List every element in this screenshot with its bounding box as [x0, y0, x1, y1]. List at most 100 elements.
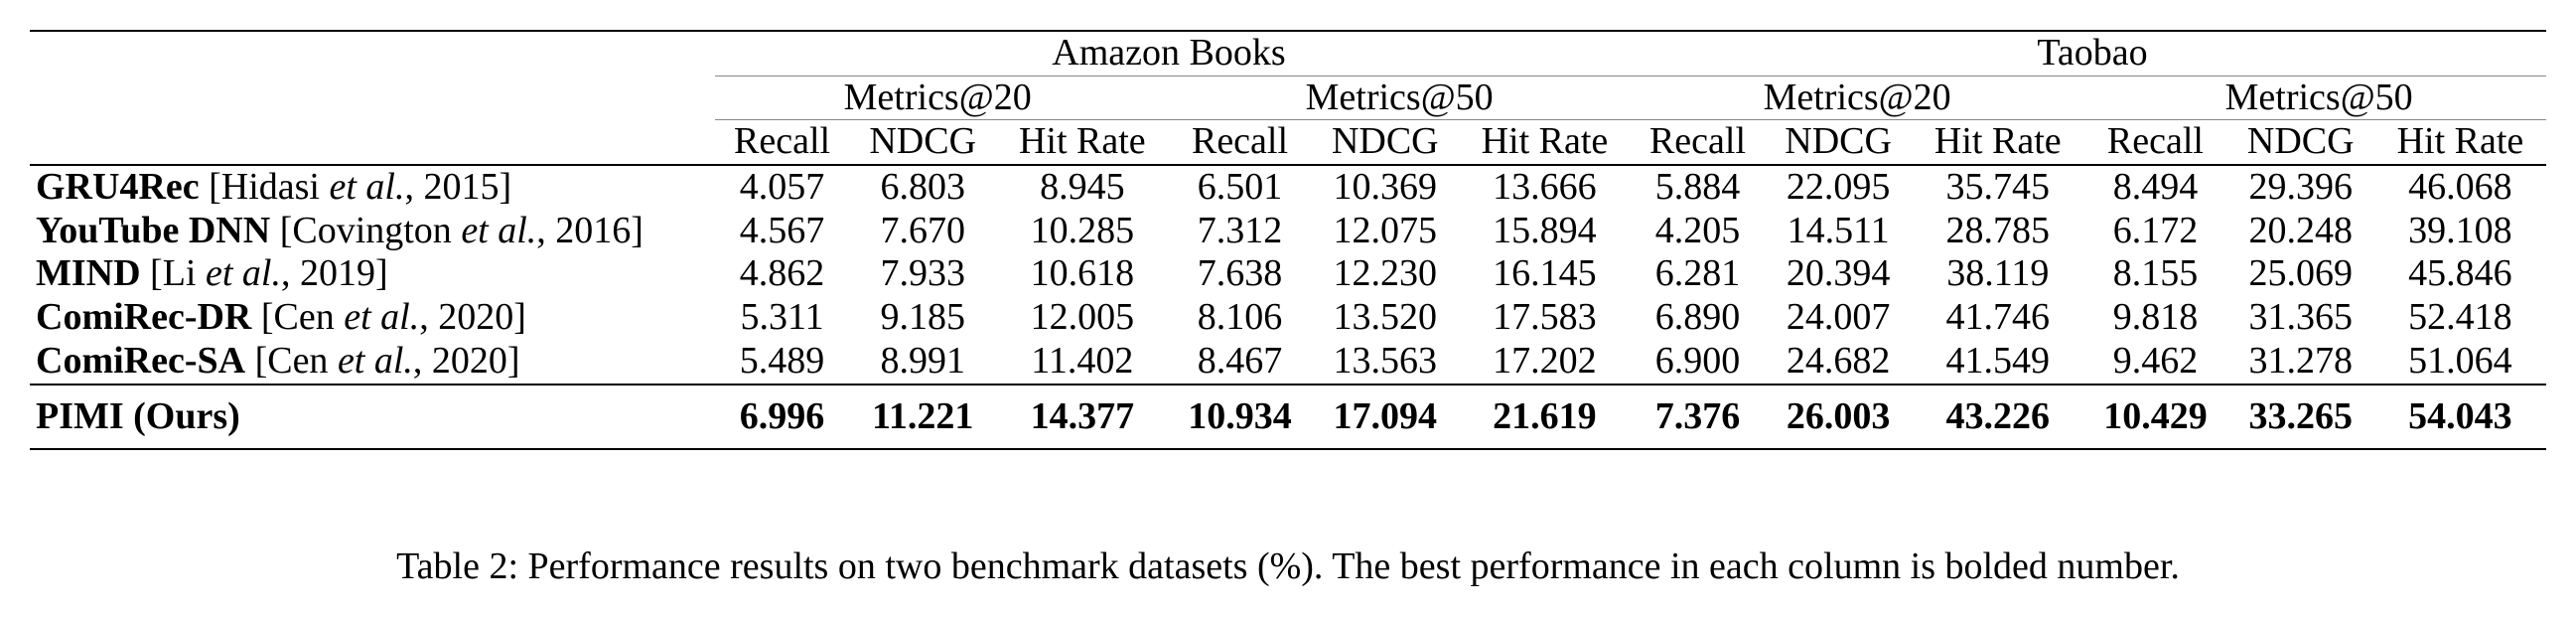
table-cell: 31.278	[2248, 339, 2353, 382]
metric-header-row: Recall NDCG Hit Rate Recall NDCG Hit Rat…	[30, 119, 2546, 167]
dataset-header-amazon: Amazon Books	[715, 31, 1631, 77]
table-cell: 22.095	[1786, 166, 1891, 209]
metric-header: Recall	[2083, 119, 2227, 167]
table-row: ComiRec-SA [Cen et al., 2020] 5.489 8.991 1…	[30, 340, 2546, 385]
table-row: GRU4Rec [Hidasi et al., 2015] 4.057 6.803 8…	[30, 165, 2546, 210]
metric-group-header: Metrics@50	[2083, 76, 2546, 121]
metric-group-header: Metrics@50	[1168, 76, 1631, 121]
table-cell: 52.418	[2408, 296, 2512, 339]
table-cell: 10.369	[1333, 166, 1438, 209]
table-cell: 43.226	[1912, 383, 2084, 450]
dataset-header-taobao: Taobao	[1630, 31, 2546, 77]
table-cell: 6.281	[1654, 252, 1741, 295]
metric-header: Recall	[1168, 119, 1312, 167]
metric-header: Hit Rate	[2373, 119, 2546, 167]
table-cell: 6.803	[880, 166, 965, 209]
table-cell: 9.462	[2112, 339, 2199, 382]
table-cell: 12.075	[1333, 209, 1438, 251]
metric-header: Hit Rate	[1458, 119, 1631, 167]
table-cell: 20.248	[2248, 209, 2353, 251]
citation-prefix: [Cen	[254, 339, 338, 382]
table-cell: 8.991	[880, 339, 965, 382]
table-cell: 14.511	[1787, 209, 1890, 251]
table-cell: 26.003	[1765, 383, 1913, 450]
empty-header-cell	[30, 119, 715, 167]
method-label: MIND	[36, 252, 141, 295]
result-rows: GRU4Rec [Hidasi et al., 2015] 4.057 6.803 8…	[30, 165, 2546, 384]
table-cell: 8.467	[1197, 339, 1283, 382]
metric-header: NDCG	[849, 119, 997, 167]
citation-prefix: [Hidasi	[209, 166, 330, 209]
method-name: YouTube DNN [Covington et al., 2016]	[30, 210, 715, 253]
metric-group-header: Metrics@20	[1630, 76, 2084, 121]
table-cell: 7.638	[1197, 252, 1283, 295]
citation-etal: et al.	[329, 166, 405, 209]
table-cell: 9.185	[880, 296, 965, 339]
method-label: YouTube DNN	[36, 209, 271, 251]
table-cell: 45.846	[2408, 252, 2512, 295]
citation-suffix: , 2016]	[536, 209, 644, 251]
table-cell: 41.746	[1945, 296, 2051, 339]
table-row: MIND [Li et al., 2019] 4.862 7.933 10.618 7.…	[30, 252, 2546, 296]
table-cell: 14.377	[996, 383, 1169, 450]
table-cell: 31.365	[2248, 296, 2353, 339]
table-row: ComiRec-DR [Cen et al., 2020] 5.311 9.185 1…	[30, 296, 2546, 340]
table-caption: Table 2: Performance results on two benc…	[396, 545, 2180, 587]
method-name: PIMI (Ours)	[30, 383, 715, 450]
table-cell: 7.933	[880, 252, 965, 295]
table-cell: 24.007	[1786, 296, 1891, 339]
table-cell: 4.862	[739, 252, 825, 295]
method-label: ComiRec-SA	[36, 339, 246, 382]
method-label: ComiRec-DR	[36, 296, 252, 339]
table-cell: 29.396	[2248, 166, 2353, 209]
table-cell: 4.567	[739, 209, 825, 251]
method-name: ComiRec-DR [Cen et al., 2020]	[30, 296, 715, 340]
table-cell: 8.945	[1040, 166, 1125, 209]
metric-header: NDCG	[2226, 119, 2374, 167]
table-cell: 13.563	[1333, 339, 1438, 382]
method-name: GRU4Rec [Hidasi et al., 2015]	[30, 165, 715, 210]
table-cell: 10.429	[2083, 383, 2227, 450]
table-cell: 39.108	[2408, 209, 2512, 251]
method-header-cell	[30, 31, 715, 76]
metric-header: Hit Rate	[1912, 119, 2084, 167]
table-cell: 6.890	[1654, 296, 1741, 339]
method-name: ComiRec-SA [Cen et al., 2020]	[30, 340, 715, 385]
dataset-header-row: Amazon Books Taobao	[30, 31, 2546, 77]
table-cell: 24.682	[1786, 339, 1891, 382]
metric-group-header-row: Metrics@20 Metrics@50 Metrics@20 Metrics…	[30, 76, 2546, 121]
citation-prefix: [Covington	[279, 209, 462, 251]
table-cell: 35.745	[1945, 166, 2051, 209]
table-cell: 6.996	[715, 383, 850, 450]
metric-header: Recall	[715, 119, 850, 167]
citation-suffix: , 2015]	[404, 166, 512, 209]
table-cell: 46.068	[2408, 166, 2512, 209]
table-cell: 9.818	[2112, 296, 2199, 339]
citation-suffix: , 2020]	[412, 339, 520, 382]
table-row: YouTube DNN [Covington et al., 2016] 4.56…	[30, 210, 2546, 253]
table-cell: 17.583	[1493, 296, 1597, 339]
table-cell: 54.043	[2373, 383, 2546, 450]
table-cell: 12.230	[1333, 252, 1438, 295]
table-cell: 8.106	[1197, 296, 1283, 339]
metric-header: Hit Rate	[996, 119, 1169, 167]
metric-header: Recall	[1630, 119, 1766, 167]
table-cell: 7.376	[1630, 383, 1766, 450]
table-cell: 25.069	[2248, 252, 2353, 295]
table-cell: 8.155	[2112, 252, 2199, 295]
table-cell: 17.094	[1311, 383, 1459, 450]
table-cell: 6.900	[1654, 339, 1741, 382]
citation-suffix: , 2019]	[280, 252, 388, 295]
table-cell: 5.489	[739, 339, 825, 382]
table-cell: 11.402	[1031, 339, 1134, 382]
table-cell: 41.549	[1945, 339, 2051, 382]
citation-etal: et al.	[205, 252, 281, 295]
citation-etal: et al.	[461, 209, 537, 251]
table-cell: 10.285	[1030, 209, 1135, 251]
table-cell: 17.202	[1493, 339, 1597, 382]
empty-header-cell	[30, 76, 715, 120]
citation-suffix: , 2020]	[419, 296, 526, 339]
method-name: MIND [Li et al., 2019]	[30, 252, 715, 296]
citation-prefix: [Cen	[260, 296, 345, 339]
